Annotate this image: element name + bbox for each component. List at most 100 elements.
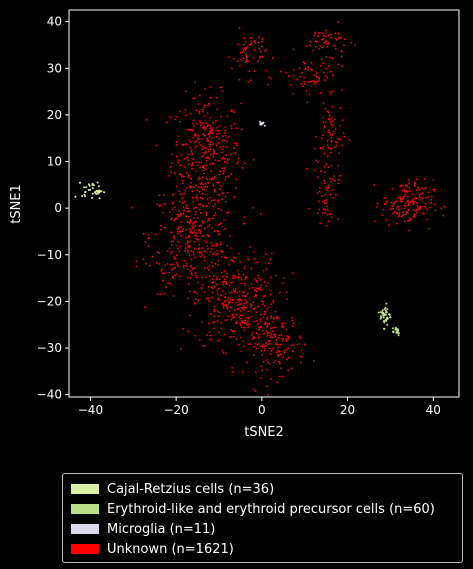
scatter-point [230, 172, 233, 175]
scatter-point [186, 186, 188, 189]
legend-label: Microglia (n=11) [107, 521, 216, 537]
scatter-point [239, 64, 241, 67]
scatter-point [202, 345, 205, 347]
scatter-point [260, 345, 263, 348]
scatter-point [241, 314, 244, 317]
scatter-point [227, 175, 230, 178]
scatter-point [203, 115, 206, 117]
scatter-point [282, 356, 285, 359]
scatter-point [241, 128, 243, 131]
scatter-point [388, 316, 391, 319]
scatter-point [262, 303, 264, 305]
scatter-point [211, 137, 213, 139]
scatter-point [235, 301, 238, 304]
scatter-point [173, 235, 176, 238]
scatter-point [250, 315, 253, 318]
scatter-point [407, 209, 410, 212]
scatter-point [309, 80, 312, 83]
scatter-point [337, 32, 340, 35]
scatter-point [240, 317, 242, 320]
scatter-point [171, 153, 173, 156]
scatter-point [178, 200, 181, 203]
scatter-point [274, 359, 277, 362]
scatter-point [239, 314, 242, 317]
scatter-point [224, 333, 226, 336]
scatter-point [322, 32, 324, 35]
scatter-point [131, 206, 134, 209]
scatter-point [279, 353, 282, 356]
scatter-point [188, 210, 191, 213]
scatter-point [164, 264, 167, 266]
scatter-point [249, 246, 251, 248]
y-tick-label: 20 [47, 108, 62, 122]
scatter-point [296, 78, 299, 81]
scatter-point [215, 243, 218, 245]
scatter-point [249, 303, 252, 305]
scatter-point [432, 179, 435, 181]
scatter-point [389, 208, 392, 211]
scatter-point [433, 203, 436, 206]
scatter-point [240, 102, 243, 105]
scatter-point [242, 50, 245, 53]
scatter-point [195, 235, 198, 237]
scatter-point [391, 327, 394, 330]
scatter-point [327, 146, 330, 149]
scatter-point [87, 183, 90, 186]
scatter-point [199, 255, 202, 258]
scatter-point [208, 150, 211, 153]
scatter-point [285, 335, 288, 337]
scatter-point [428, 195, 430, 198]
scatter-point [318, 200, 320, 203]
scatter-point [307, 81, 309, 84]
scatter-point [277, 355, 279, 358]
scatter-point [254, 390, 257, 393]
scatter-point [269, 336, 272, 339]
scatter-point [199, 121, 202, 124]
scatter-point [239, 324, 242, 326]
scatter-point [190, 177, 193, 180]
scatter-point [331, 105, 334, 108]
scatter-point [270, 303, 273, 305]
scatter-point [224, 176, 227, 178]
scatter-point [174, 266, 177, 269]
scatter-point [205, 276, 207, 279]
scatter-point [296, 344, 299, 346]
scatter-point [170, 171, 173, 174]
scatter-point [212, 152, 215, 155]
scatter-point [215, 144, 218, 147]
legend-swatch [71, 504, 99, 514]
scatter-point [235, 320, 238, 323]
scatter-point [332, 132, 335, 135]
scatter-point [185, 229, 187, 231]
scatter-point [238, 303, 241, 306]
scatter-point [172, 201, 174, 204]
scatter-point [264, 285, 267, 287]
scatter-point [215, 119, 217, 122]
scatter-point [233, 291, 236, 293]
scatter-point [208, 143, 211, 146]
scatter-point [233, 316, 236, 319]
scatter-point [398, 213, 401, 216]
scatter-point [309, 44, 311, 47]
scatter-point [142, 232, 145, 235]
scatter-point [169, 116, 172, 119]
scatter-point [305, 167, 308, 170]
scatter-point [100, 190, 103, 193]
scatter-point [408, 182, 411, 185]
scatter-point [321, 195, 323, 197]
scatter-point [225, 304, 228, 306]
scatter-point [181, 176, 183, 178]
scatter-point [381, 214, 384, 217]
scatter-point [192, 136, 195, 139]
scatter-point [398, 208, 400, 211]
scatter-point [265, 342, 267, 344]
scatter-point [373, 184, 376, 186]
scatter-point [218, 331, 221, 334]
scatter-point [193, 229, 196, 231]
scatter-point [227, 297, 230, 300]
scatter-point [199, 251, 201, 254]
x-tick-label: 0 [258, 403, 266, 417]
scatter-point [217, 264, 219, 267]
scatter-point [262, 360, 265, 363]
scatter-point [195, 196, 198, 199]
